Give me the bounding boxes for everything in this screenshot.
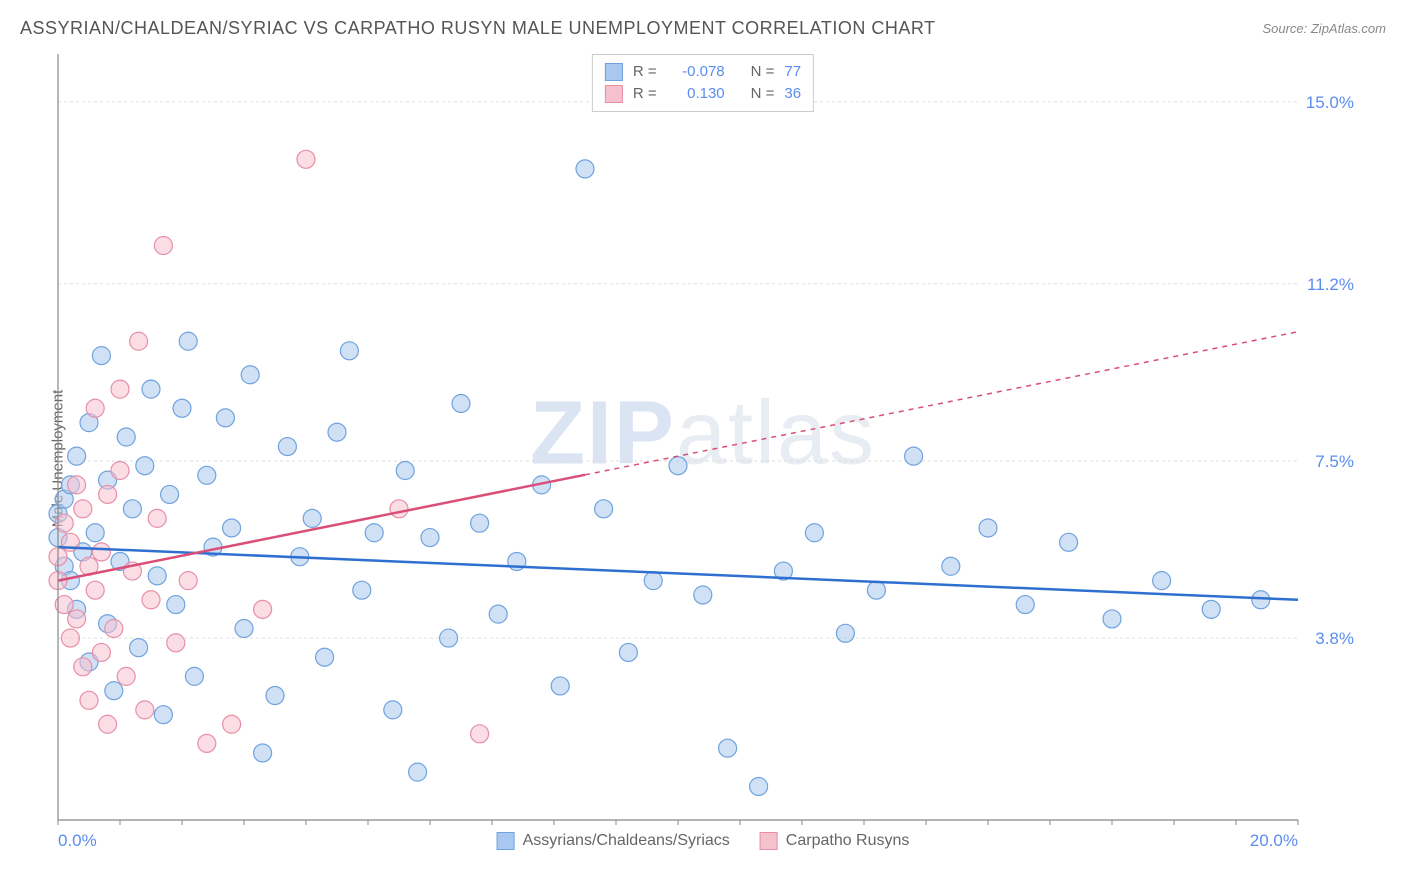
svg-text:3.8%: 3.8%: [1315, 629, 1354, 648]
chart-area: Male Unemployment ZIPatlas 3.8%7.5%11.2%…: [48, 50, 1358, 850]
n-value-assyrian: 77: [784, 61, 801, 83]
chart-header: ASSYRIAN/CHALDEAN/SYRIAC VS CARPATHO RUS…: [20, 18, 1386, 39]
data-points: [49, 150, 1270, 795]
legend-item-assyrian: Assyrians/Chaldeans/Syriacs: [497, 832, 730, 850]
axis-labels: 3.8% 7.5% 11.2% 15.0% 0.0% 20.0%: [58, 93, 1354, 850]
legend-label-carpatho: Carpatho Rusyns: [786, 832, 910, 850]
source-prefix: Source:: [1262, 21, 1310, 36]
r-value-assyrian: -0.078: [667, 61, 725, 83]
source-name: ZipAtlas.com: [1311, 21, 1386, 36]
r-label: R =: [633, 61, 657, 83]
legend-label-assyrian: Assyrians/Chaldeans/Syriacs: [523, 832, 730, 850]
n-value-carpatho: 36: [784, 83, 801, 105]
source-attribution: Source: ZipAtlas.com: [1262, 21, 1386, 36]
swatch-assyrian: [605, 63, 623, 81]
scatter-plot: 3.8% 7.5% 11.2% 15.0% 0.0% 20.0%: [48, 50, 1358, 850]
axes: [58, 54, 1298, 825]
swatch-carpatho: [605, 85, 623, 103]
r-label: R =: [633, 83, 657, 105]
swatch-assyrian-icon: [497, 832, 515, 850]
correlation-row-2: R = 0.130 N = 36: [605, 83, 801, 105]
correlation-row-1: R = -0.078 N = 77: [605, 61, 801, 83]
chart-title: ASSYRIAN/CHALDEAN/SYRIAC VS CARPATHO RUS…: [20, 18, 936, 39]
r-value-carpatho: 0.130: [667, 83, 725, 105]
svg-text:11.2%: 11.2%: [1307, 275, 1354, 294]
series-legend: Assyrians/Chaldeans/Syriacs Carpatho Rus…: [497, 832, 910, 850]
correlation-legend: R = -0.078 N = 77 R = 0.130 N = 36: [592, 54, 814, 112]
svg-text:20.0%: 20.0%: [1250, 831, 1298, 850]
n-label: N =: [751, 83, 775, 105]
n-label: N =: [751, 61, 775, 83]
swatch-carpatho-icon: [760, 832, 778, 850]
svg-text:7.5%: 7.5%: [1315, 452, 1354, 471]
legend-item-carpatho: Carpatho Rusyns: [760, 832, 910, 850]
svg-text:0.0%: 0.0%: [58, 831, 97, 850]
svg-text:15.0%: 15.0%: [1306, 93, 1354, 112]
